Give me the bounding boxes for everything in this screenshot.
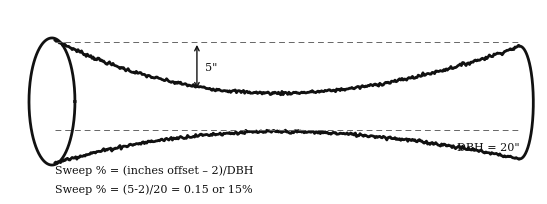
Text: 5": 5"	[205, 62, 218, 72]
Text: DBH = 20": DBH = 20"	[457, 142, 520, 152]
Text: Sweep % = (5-2)/20 = 0.15 or 15%: Sweep % = (5-2)/20 = 0.15 or 15%	[55, 183, 252, 194]
Text: Sweep % = (inches offset – 2)/DBH: Sweep % = (inches offset – 2)/DBH	[55, 165, 253, 175]
